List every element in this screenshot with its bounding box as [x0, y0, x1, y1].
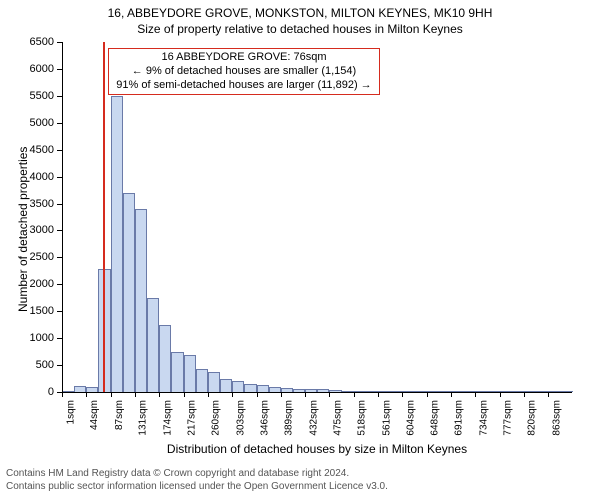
y-tick-label: 4500 [30, 144, 54, 156]
y-tick-label: 6000 [30, 63, 54, 75]
y-tick-label: 6500 [30, 36, 54, 48]
y-tick-label: 2000 [30, 278, 54, 290]
y-tick-label: 1000 [30, 332, 54, 344]
y-tick-label: 5000 [30, 117, 54, 129]
y-axis-spine [62, 42, 63, 392]
x-tick-label: 604sqm [405, 400, 416, 436]
x-tick-label: 561sqm [381, 400, 392, 436]
x-tick-label: 475sqm [332, 400, 343, 436]
footer-line-2: Contains public sector information licen… [6, 481, 388, 492]
footer-line-1: Contains HM Land Registry data © Crown c… [6, 468, 349, 479]
x-tick-label: 389sqm [284, 400, 295, 436]
x-tick-label: 648sqm [430, 400, 441, 436]
y-tick-label: 2500 [30, 251, 54, 263]
histogram-bar [171, 352, 183, 392]
x-tick-label: 44sqm [89, 400, 100, 430]
y-tick-label: 500 [36, 359, 54, 371]
title-line-1: 16, ABBEYDORE GROVE, MONKSTON, MILTON KE… [0, 0, 600, 20]
y-tick-label: 5500 [30, 90, 54, 102]
x-tick-label: 432sqm [308, 400, 319, 436]
x-tick-label: 777sqm [503, 400, 514, 436]
histogram-bar [184, 355, 196, 392]
y-tick-label: 3000 [30, 224, 54, 236]
y-tick-label: 0 [48, 386, 54, 398]
histogram-bar [159, 325, 171, 392]
x-tick-label: 217sqm [187, 400, 198, 436]
x-tick-label: 346sqm [260, 400, 271, 436]
x-tick-label: 863sqm [551, 400, 562, 436]
histogram-bar [220, 379, 232, 392]
histogram-bar [135, 209, 147, 392]
histogram-bar [111, 96, 123, 392]
histogram-bar [196, 369, 208, 392]
x-axis-label: Distribution of detached houses by size … [62, 442, 572, 456]
reference-line [103, 42, 105, 392]
x-tick-label: 691sqm [454, 400, 465, 436]
histogram-bar [123, 193, 135, 392]
x-tick-label: 518sqm [357, 400, 368, 436]
annotation-line-3: 91% of semi-detached houses are larger (… [115, 79, 373, 93]
x-tick-label: 260sqm [211, 400, 222, 436]
title-line-2: Size of property relative to detached ho… [0, 20, 600, 36]
x-tick-label: 303sqm [235, 400, 246, 436]
annotation-line-2: ← 9% of detached houses are smaller (1,1… [115, 65, 373, 79]
x-tick-label: 1sqm [65, 400, 76, 424]
histogram-bar [208, 372, 220, 392]
histogram-bar [257, 385, 269, 392]
y-tick-label: 4000 [30, 171, 54, 183]
histogram-bar [232, 381, 244, 392]
x-tick-label: 734sqm [478, 400, 489, 436]
chart-container: 16, ABBEYDORE GROVE, MONKSTON, MILTON KE… [0, 0, 600, 500]
y-tick-label: 3500 [30, 198, 54, 210]
x-tick-label: 820sqm [527, 400, 538, 436]
x-axis-spine [62, 392, 572, 393]
y-axis-label: Number of detached properties [16, 147, 30, 312]
annotation-line-1: 16 ABBEYDORE GROVE: 76sqm [115, 51, 373, 65]
y-tick-label: 1500 [30, 305, 54, 317]
annotation-callout: 16 ABBEYDORE GROVE: 76sqm ← 9% of detach… [108, 48, 380, 95]
histogram-bar [147, 298, 159, 392]
histogram-bar [244, 384, 256, 392]
x-tick-label: 174sqm [162, 400, 173, 436]
x-tick-label: 87sqm [114, 400, 125, 430]
x-tick-label: 131sqm [138, 400, 149, 436]
